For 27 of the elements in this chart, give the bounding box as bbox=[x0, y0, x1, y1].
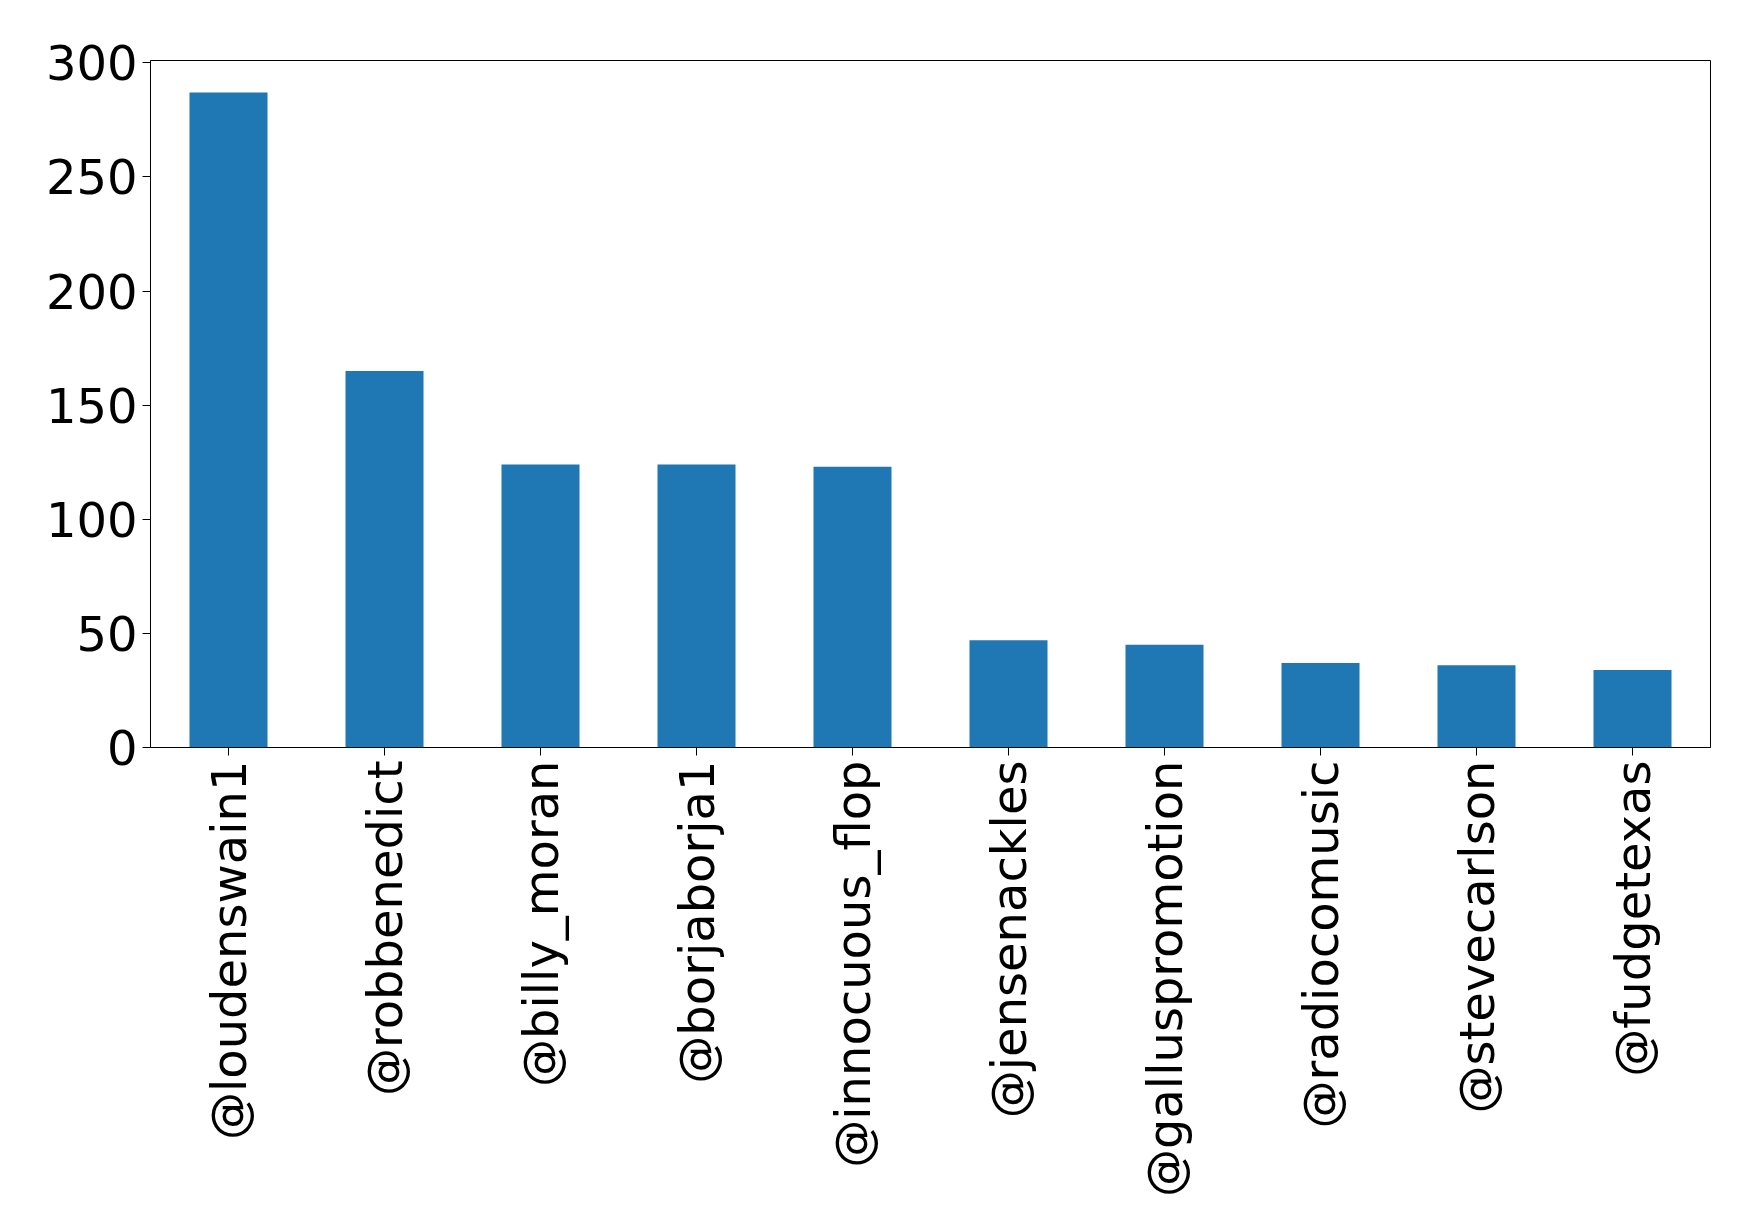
y-tick-label: 50 bbox=[76, 605, 138, 662]
x-tick-label: @fudgetexas bbox=[1604, 760, 1661, 1077]
y-tick-label: 0 bbox=[106, 720, 138, 776]
y-tick-label: 100 bbox=[45, 491, 138, 548]
x-tick-label: @stevecarlson bbox=[1448, 760, 1505, 1114]
bar bbox=[501, 464, 580, 748]
x-tick-label: @jensenackles bbox=[980, 760, 1037, 1119]
bar bbox=[1281, 663, 1360, 748]
x-tick-label: @billy_moran bbox=[512, 760, 569, 1088]
bar bbox=[1593, 669, 1672, 748]
x-tick-label: @borjaborja1 bbox=[668, 760, 725, 1084]
x-tick-label: @innocuous_flop bbox=[824, 760, 881, 1168]
y-tick-label: 250 bbox=[45, 149, 138, 206]
y-tick-label: 200 bbox=[45, 263, 138, 320]
x-tick-label: @loudenswain1 bbox=[200, 760, 257, 1141]
y-tick-label: 150 bbox=[45, 377, 138, 434]
bar bbox=[189, 92, 268, 748]
bar bbox=[1437, 665, 1516, 748]
x-tick-label: @robbenedict bbox=[356, 760, 413, 1096]
x-tick-label: @radiocomusic bbox=[1292, 760, 1349, 1129]
y-tick-label: 300 bbox=[45, 35, 138, 92]
bar bbox=[969, 640, 1048, 748]
bar bbox=[1125, 644, 1204, 748]
bar bbox=[813, 466, 892, 748]
bar bbox=[657, 464, 736, 748]
x-tick-label: @galluspromotion bbox=[1136, 760, 1193, 1198]
bar bbox=[345, 370, 424, 748]
